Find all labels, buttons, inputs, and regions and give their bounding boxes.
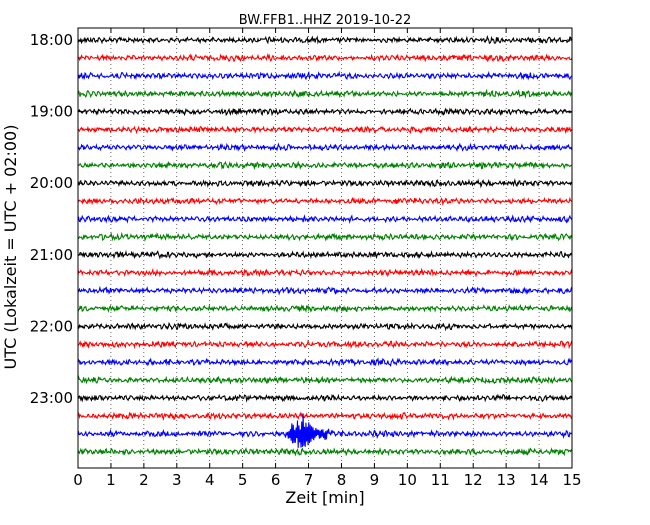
trace-line: [77, 285, 573, 296]
trace-line: [77, 303, 573, 314]
chart-title: BW.FFB1..HHZ 2019-10-22: [239, 13, 412, 28]
trace-line: [77, 34, 573, 45]
x-axis-label: Zeit [min]: [285, 488, 364, 507]
x-tick-label: 15: [562, 471, 581, 489]
trace-line: [77, 88, 573, 99]
x-tick-label: 3: [172, 471, 182, 489]
y-tick-label: 18:00: [30, 31, 73, 49]
x-tick-label: 9: [370, 471, 380, 489]
y-tick-label: 21:00: [30, 246, 73, 264]
trace-line: [77, 107, 573, 117]
trace-line: [77, 446, 573, 457]
trace-line: [77, 178, 573, 189]
trace-line: [77, 125, 573, 135]
trace-line: [77, 142, 573, 153]
trace-line: [77, 231, 573, 242]
trace-line: [77, 214, 573, 224]
x-tick-label: 8: [337, 471, 347, 489]
trace-line: [77, 375, 573, 385]
x-tick-label: 6: [271, 471, 281, 489]
x-tick-label: 14: [530, 471, 549, 489]
x-tick-label: 4: [205, 471, 215, 489]
x-tick-label: 0: [73, 471, 83, 489]
x-tick-label: 10: [398, 471, 417, 489]
trace-line: [77, 413, 573, 448]
tick-layer: 0 1 2 3 4 5 6 7 8 9 10 11 12 13 14 1518:0019:0020:0021:…: [30, 28, 582, 489]
x-tick-label: 13: [497, 471, 516, 489]
trace-line: [77, 339, 573, 350]
trace-line: [77, 70, 573, 81]
plot-frame: [77, 27, 573, 469]
y-tick-label: 20:00: [30, 174, 73, 192]
grid-layer: [110, 28, 540, 468]
trace-layer: [77, 34, 573, 457]
trace-line: [77, 52, 573, 63]
trace-line: [77, 411, 573, 421]
trace-line: [77, 357, 573, 368]
trace-line: [77, 249, 573, 260]
trace-line: [77, 196, 573, 207]
x-tick-label: 11: [431, 471, 450, 489]
trace-line: [77, 393, 573, 403]
trace-line: [77, 267, 573, 278]
x-tick-label: 5: [238, 471, 248, 489]
x-tick-label: 12: [464, 471, 483, 489]
y-tick-label: 22:00: [30, 317, 73, 335]
y-axis-label: UTC (Lokalzeit = UTC + 02:00): [1, 125, 20, 370]
trace-line: [77, 160, 573, 171]
y-tick-label: 23:00: [30, 389, 73, 407]
trace-line: [77, 321, 573, 332]
x-tick-label: 1: [106, 471, 116, 489]
x-tick-label: 7: [304, 471, 314, 489]
y-tick-label: 19:00: [30, 103, 73, 121]
x-tick-label: 2: [139, 471, 149, 489]
